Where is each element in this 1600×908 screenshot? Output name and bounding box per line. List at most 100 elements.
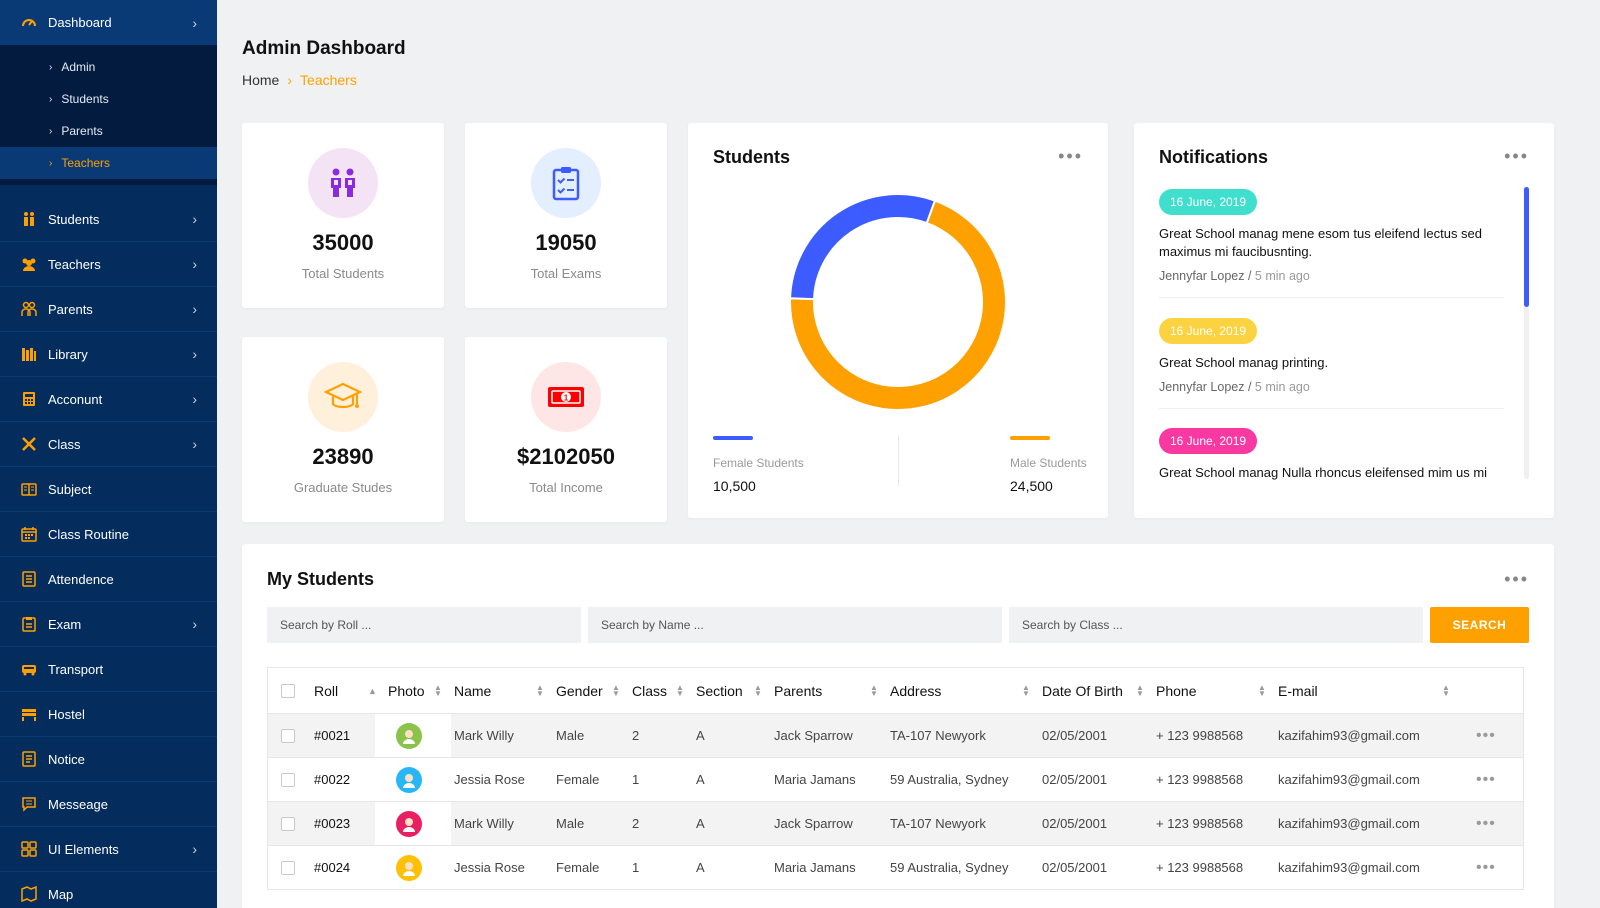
cell-parents: Jack Sparrow: [774, 816, 853, 831]
divider: [1159, 297, 1504, 298]
sidebar-item-subject[interactable]: Subject: [0, 467, 217, 512]
sidebar-item-map[interactable]: Map: [0, 872, 217, 908]
sidebar-item-teachers[interactable]: Teachers ›: [0, 242, 217, 287]
library-icon: [20, 345, 38, 363]
table-row[interactable]: #0022 Jessia Rose Female 1 A Maria Jamans 59 A…: [268, 758, 1523, 802]
column-header-roll[interactable]: Roll: [314, 682, 339, 699]
sidebar-subitem-admin[interactable]: › Admin: [0, 51, 217, 83]
sidebar-item-dashboard[interactable]: Dashboard ›: [0, 0, 217, 45]
sort-icon[interactable]: ▲ ▼: [536, 682, 544, 698]
notification-item[interactable]: 16 June, 2019 Great School manag printin…: [1159, 318, 1504, 409]
sidebar-item-class[interactable]: Class ›: [0, 422, 217, 467]
sidebar-item-label: Exam: [48, 616, 82, 632]
sort-icon[interactable]: ▲ ▼: [434, 682, 442, 698]
notifications-scrollbar[interactable]: [1524, 187, 1529, 479]
table-row[interactable]: #0024 Jessia Rose Female 1 A Maria Jamans 59 A…: [268, 846, 1523, 890]
cell-address: 59 Australia, Sydney: [890, 860, 1009, 875]
message-icon: [20, 795, 38, 813]
sidebar-subitem-parents[interactable]: › Parents: [0, 115, 217, 147]
sort-icon[interactable]: ▲ ▼: [676, 682, 684, 698]
sort-icon[interactable]: ▲ ▼: [1442, 682, 1450, 698]
cell-name: Mark Willy: [454, 728, 514, 743]
scrollbar-thumb[interactable]: [1524, 187, 1529, 307]
chevron-right-icon: ›: [192, 14, 197, 31]
sidebar-item-transport[interactable]: Transport: [0, 647, 217, 692]
column-header-name[interactable]: Name: [454, 682, 492, 699]
notification-text: Great School manag Nulla rhoncus eleifen…: [1159, 465, 1488, 480]
column-header-class[interactable]: Class: [632, 682, 668, 699]
row-checkbox[interactable]: [281, 860, 295, 875]
chevron-right-icon: ›: [192, 211, 197, 227]
row-checkbox[interactable]: [281, 816, 295, 831]
stat-label: Graduate Studes: [293, 480, 393, 495]
sort-icon[interactable]: ▲ ▼: [1136, 682, 1144, 698]
sort-icon[interactable]: ▲ ▼: [612, 682, 620, 698]
hostel-icon: [20, 705, 38, 723]
sidebar-item-hostel[interactable]: Hostel: [0, 692, 217, 737]
search-name-input[interactable]: [588, 607, 1002, 643]
table-row[interactable]: #0021 Mark Willy Male 2 A Jack Sparrow TA-107 …: [268, 714, 1523, 758]
cell-email: kazifahim93@gmail.com: [1278, 772, 1420, 787]
chevron-right-icon: ›: [192, 616, 197, 632]
column-header-email[interactable]: E-mail: [1278, 682, 1318, 699]
column-header-gender[interactable]: Gender: [556, 682, 603, 699]
search-button[interactable]: SEARCH: [1430, 607, 1529, 643]
sidebar-item-label: Hostel: [48, 706, 85, 722]
students-chart-card: Students ••• Female Students 10,500 Male…: [688, 123, 1108, 518]
cell-gender: Female: [556, 772, 600, 787]
row-more-options-icon[interactable]: •••: [1476, 858, 1496, 876]
sidebar-item-ui-elements[interactable]: UI Elements ›: [0, 827, 217, 872]
cell-phone: + 123 9988568: [1156, 860, 1244, 875]
donut-chart: [789, 193, 1007, 411]
sidebar-item-label: Transport: [48, 661, 104, 677]
column-header-dob[interactable]: Date Of Birth: [1042, 682, 1123, 699]
more-options-icon[interactable]: •••: [1504, 569, 1529, 589]
row-checkbox[interactable]: [281, 772, 295, 787]
row-more-options-icon[interactable]: •••: [1476, 726, 1496, 744]
search-roll-input[interactable]: [267, 607, 581, 643]
cell-class: 2: [632, 728, 640, 743]
sidebar-item-messeage[interactable]: Messeage: [0, 782, 217, 827]
sidebar-item-students[interactable]: Students ›: [0, 197, 217, 242]
sort-icon[interactable]: ▲ ▼: [754, 682, 762, 698]
student-avatar: [396, 722, 422, 749]
legend-female: Female Students 10,500: [713, 436, 804, 494]
cell-email: kazifahim93@gmail.com: [1278, 816, 1420, 831]
notification-item[interactable]: 16 June, 2019 Great School manag Nulla r…: [1159, 428, 1504, 482]
sidebar-item-attendence[interactable]: Attendence: [0, 557, 217, 602]
more-options-icon[interactable]: •••: [1504, 146, 1529, 166]
sidebar-item-class-routine[interactable]: Class Routine: [0, 512, 217, 557]
sort-icon[interactable]: ▲ ▼: [870, 682, 878, 698]
column-header-phone[interactable]: Phone: [1156, 682, 1197, 699]
sidebar-item-exam[interactable]: Exam ›: [0, 602, 217, 647]
row-more-options-icon[interactable]: •••: [1476, 814, 1496, 832]
sidebar-item-acconunt[interactable]: Acconunt ›: [0, 377, 217, 422]
sort-asc-icon[interactable]: ▲: [368, 685, 377, 696]
column-header-address[interactable]: Address: [890, 682, 942, 699]
column-header-section[interactable]: Section: [696, 682, 743, 699]
more-options-icon[interactable]: •••: [1058, 146, 1083, 166]
breadcrumb-home[interactable]: Home: [242, 72, 280, 88]
chevron-right-icon: ›: [192, 301, 197, 317]
column-header-parents[interactable]: Parents: [774, 682, 823, 699]
legend-name: Male Students: [1010, 456, 1087, 470]
notification-author: Jennyfar Lopez: [1159, 380, 1245, 394]
row-checkbox[interactable]: [281, 728, 295, 743]
sidebar-subitem-teachers[interactable]: › Teachers: [0, 147, 217, 179]
search-class-input[interactable]: [1009, 607, 1423, 643]
notification-item[interactable]: 16 June, 2019 Great School manag mene es…: [1159, 189, 1504, 298]
sidebar-subitem-label: Teachers: [61, 156, 111, 170]
sidebar-item-label: Subject: [48, 481, 92, 497]
table-row[interactable]: #0023 Mark Willy Male 2 A Jack Sparrow TA-107 …: [268, 802, 1523, 846]
select-all-checkbox[interactable]: [281, 683, 295, 698]
row-more-options-icon[interactable]: •••: [1476, 770, 1496, 788]
sidebar-subitem-students[interactable]: › Students: [0, 83, 217, 115]
sort-icon[interactable]: ▲ ▼: [1022, 682, 1030, 698]
sort-icon[interactable]: ▲ ▼: [1258, 682, 1266, 698]
sidebar-item-notice[interactable]: Notice: [0, 737, 217, 782]
card-title: Students: [713, 147, 791, 167]
sidebar-item-parents[interactable]: Parents ›: [0, 287, 217, 332]
main-content: Admin Dashboard Home › Teachers 35000 To…: [217, 0, 1600, 908]
sidebar-item-library[interactable]: Library ›: [0, 332, 217, 377]
column-header-photo[interactable]: Photo: [388, 682, 425, 699]
